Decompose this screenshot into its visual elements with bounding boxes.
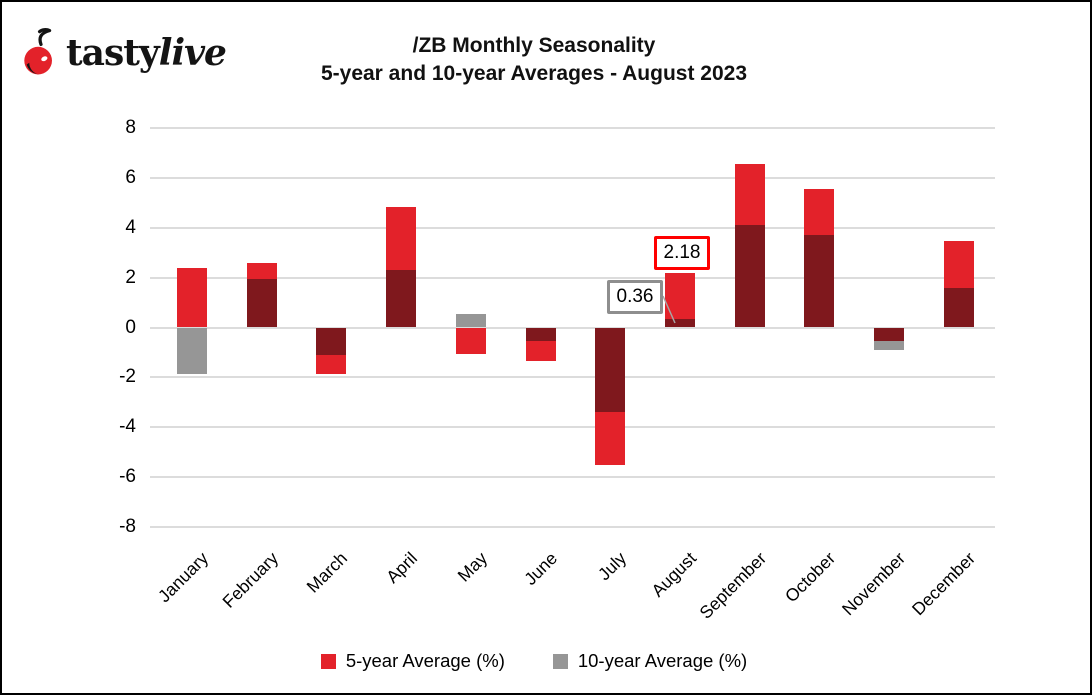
bar-overlap-segment (525, 327, 556, 342)
bar-overlap-segment (595, 327, 626, 413)
chart-subtitle: 5-year and 10-year Averages - August 202… (320, 62, 748, 85)
bar-overlap-segment (734, 225, 765, 328)
bar-5yr-segment (246, 262, 277, 279)
bar-5yr-segment (177, 267, 207, 328)
legend: 5-year Average (%) 10-year Average (%) (2, 650, 1066, 672)
bar-5yr-segment (664, 273, 695, 319)
bar-5yr-segment (943, 241, 974, 288)
bar-10yr-segment (455, 313, 486, 328)
bar-5yr-segment (525, 341, 556, 362)
bar-5yr-segment (386, 206, 417, 271)
legend-swatch-5yr (320, 653, 336, 669)
bar-5yr-segment (595, 412, 626, 465)
logo-live: live (158, 32, 227, 74)
tastylive-logo: tastylive (20, 28, 227, 78)
y-tick-label: -4 (119, 416, 136, 438)
logo-wordmark: tastylive (66, 32, 227, 74)
y-tick-label: 4 (125, 216, 136, 238)
y-tick-label: 6 (125, 166, 136, 188)
y-tick-label: -6 (119, 466, 136, 488)
bar-overlap-segment (664, 318, 695, 328)
bar-overlap-segment (874, 327, 904, 342)
gridline (150, 226, 995, 229)
callout-5yr-august: 2.18 (654, 236, 710, 270)
gridline (150, 526, 995, 528)
bar-overlap-segment (316, 327, 347, 355)
gridline (150, 376, 995, 379)
title-block: /ZB Monthly Seasonality 5-year and 10-ye… (2, 32, 1066, 88)
gridline (150, 127, 995, 129)
bar-5yr-segment (804, 189, 835, 236)
gridline (150, 476, 995, 479)
gridline (150, 426, 995, 429)
chart-title: /ZB Monthly Seasonality (412, 34, 656, 57)
bar-5yr-segment (316, 354, 347, 374)
callout-10yr-august: 0.36 (607, 280, 663, 314)
bar-5yr-segment (455, 327, 486, 354)
y-tick-label: 0 (125, 316, 136, 338)
bar-10yr-segment (177, 327, 207, 374)
gridline (150, 276, 995, 279)
y-tick-label: -8 (119, 516, 136, 537)
legend-label-5yr: 5-year Average (%) (345, 650, 505, 671)
bar-overlap-segment (246, 278, 277, 328)
bar-5yr-segment (734, 164, 765, 226)
legend-label-10yr: 10-year Average (%) (577, 650, 748, 671)
bar-overlap-segment (386, 270, 417, 328)
legend-swatch-10yr (552, 653, 568, 669)
bar-10yr-segment (874, 341, 904, 350)
plot-area: 2.18 0.36 8 6 4 2 0 -2 -4 -6 -8 January February Ma… (119, 117, 995, 623)
gridline (150, 326, 995, 329)
bar-overlap-segment (804, 235, 835, 328)
y-tick-label: 2 (125, 266, 136, 288)
y-tick-label: 8 (125, 117, 136, 138)
cherry-icon (24, 28, 52, 75)
bar-overlap-segment (943, 287, 974, 328)
logo-tasty: tasty (66, 32, 160, 74)
y-tick-label: -2 (119, 366, 136, 388)
gridline (150, 176, 995, 179)
